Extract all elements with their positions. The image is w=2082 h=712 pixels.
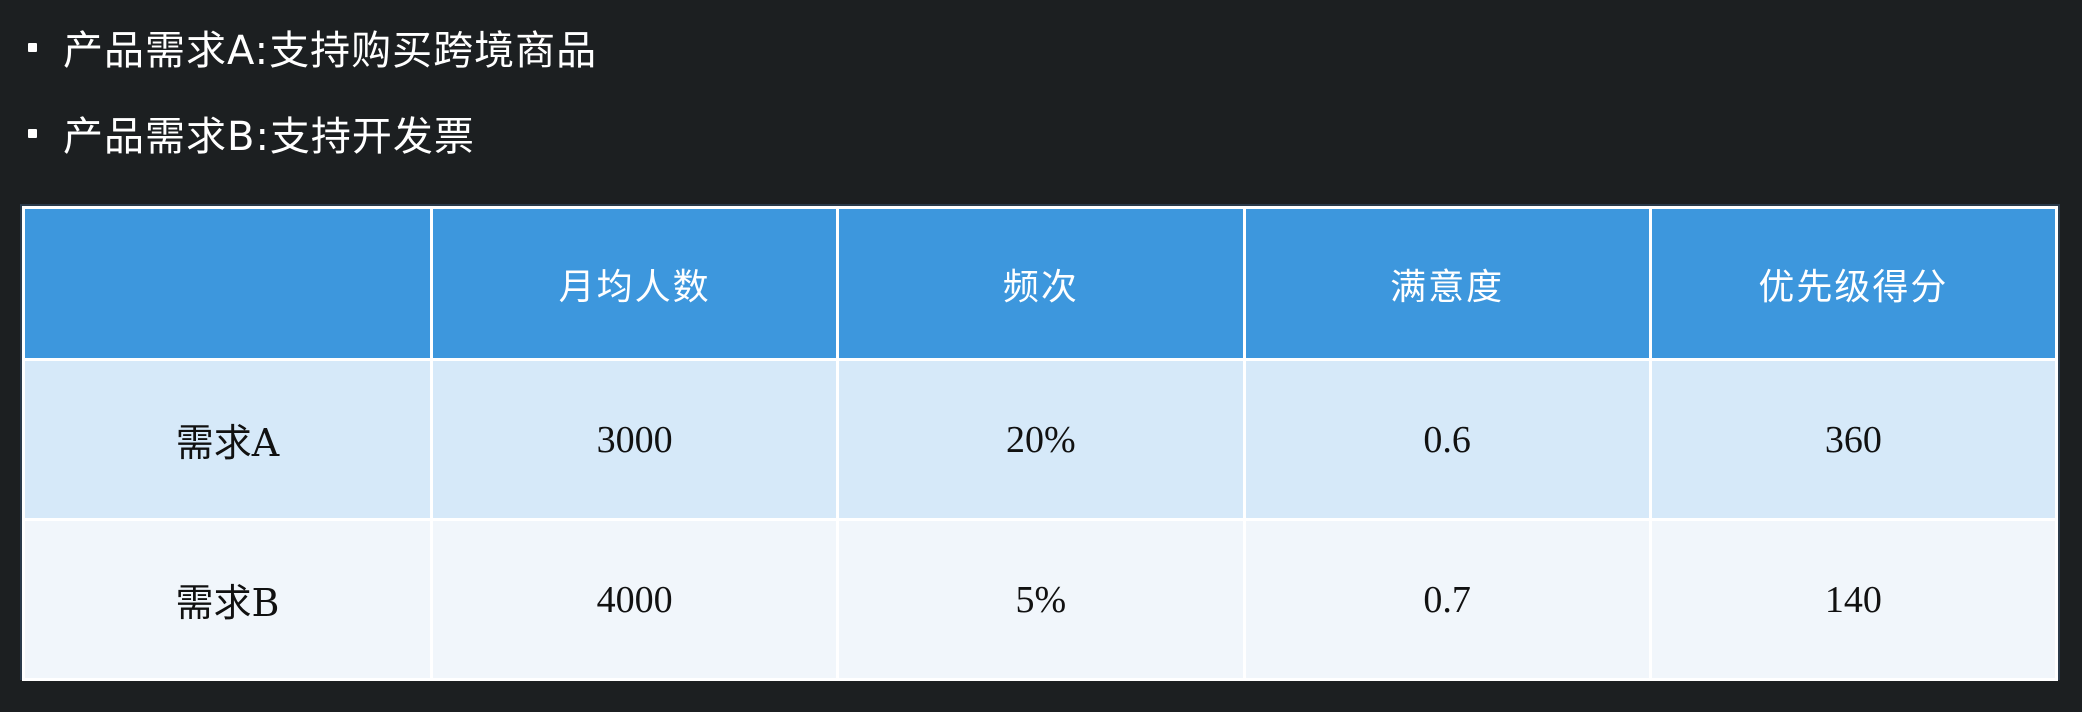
row-label: 需求B [22,518,433,681]
requirement-list: 产品需求A:支持购买跨境商品 产品需求B:支持开发票 [28,22,597,194]
bullet-icon [28,128,37,138]
requirement-item-a: 产品需求A:支持购买跨境商品 [28,22,597,74]
table-row: 需求A 3000 20% 0.6 360 [22,358,2059,521]
cell-monthly-users: 3000 [429,358,840,521]
cell-satisfaction: 0.6 [1242,358,1652,521]
table-row: 需求B 4000 5% 0.7 140 [22,518,2059,681]
requirement-item-b: 产品需求B:支持开发票 [28,108,597,160]
requirement-text: 产品需求B:支持开发票 [63,114,475,160]
bullet-icon [28,42,37,52]
priority-table: 月均人数 频次 满意度 优先级得分 需求A 3000 20% 0.6 360 需… [22,206,2059,681]
priority-table-container: 月均人数 频次 满意度 优先级得分 需求A 3000 20% 0.6 360 需… [20,204,2060,681]
table-header-row: 月均人数 频次 满意度 优先级得分 [22,206,2059,361]
header-corner [22,206,433,361]
cell-frequency: 20% [836,358,1246,521]
row-label: 需求A [22,358,433,521]
cell-frequency: 5% [836,518,1246,681]
cell-monthly-users: 4000 [429,518,840,681]
cell-priority-score: 360 [1648,358,2059,521]
header-frequency: 频次 [836,206,1246,361]
header-priority-score: 优先级得分 [1648,206,2059,361]
header-satisfaction: 满意度 [1242,206,1652,361]
requirement-text: 产品需求A:支持购买跨境商品 [63,28,598,74]
cell-priority-score: 140 [1648,518,2059,681]
header-monthly-users: 月均人数 [429,206,840,361]
cell-satisfaction: 0.7 [1242,518,1652,681]
